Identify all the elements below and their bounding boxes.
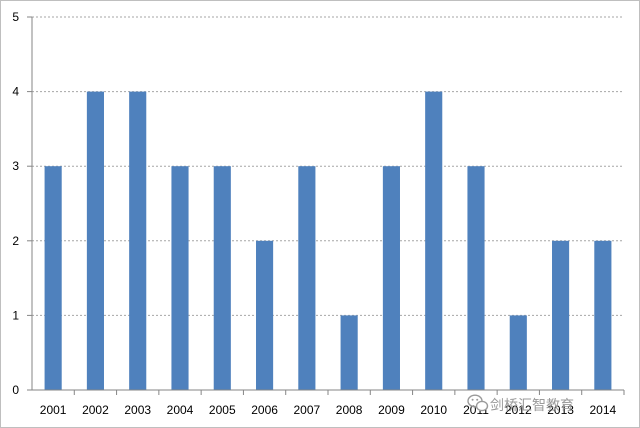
x-tick-labels: 2001 2002 2003 2004 2005 2006 2007 2008 2009 2010… bbox=[40, 403, 617, 417]
y-tick-label: 4 bbox=[12, 85, 19, 99]
x-tick-label: 2001 bbox=[40, 403, 67, 417]
x-tick-label: 2009 bbox=[378, 403, 405, 417]
y-tick-label: 3 bbox=[12, 159, 19, 173]
bar-2011 bbox=[467, 166, 485, 390]
bar-2004 bbox=[171, 166, 189, 390]
x-tick-label: 2005 bbox=[209, 403, 236, 417]
x-tick-label: 2004 bbox=[167, 403, 194, 417]
bar-2010 bbox=[425, 91, 443, 390]
bar-2001 bbox=[44, 166, 62, 390]
bar-2014 bbox=[594, 240, 612, 390]
y-tick-label: 1 bbox=[12, 308, 19, 322]
bar-2002 bbox=[86, 91, 104, 390]
bar-2012 bbox=[509, 315, 527, 390]
bar-2009 bbox=[382, 166, 400, 390]
x-tick-label: 2007 bbox=[294, 403, 321, 417]
wechat-icon bbox=[467, 394, 489, 412]
x-tick-label: 2006 bbox=[251, 403, 278, 417]
bar-2005 bbox=[213, 166, 231, 390]
x-tick-label: 2002 bbox=[82, 403, 109, 417]
x-tick-label: 2008 bbox=[336, 403, 363, 417]
bar-2006 bbox=[256, 240, 274, 390]
y-tick-label: 2 bbox=[12, 234, 19, 248]
x-tick-label: 2003 bbox=[124, 403, 151, 417]
x-tick-label: 2012 bbox=[505, 403, 532, 417]
watermark: 剑桥汇智教育 bbox=[467, 394, 574, 414]
y-tick-label: 5 bbox=[12, 10, 19, 24]
bar-2007 bbox=[298, 166, 316, 390]
watermark-text: 剑桥汇智教育 bbox=[490, 398, 574, 414]
bar-2003 bbox=[129, 91, 147, 390]
x-tick-label: 2014 bbox=[590, 403, 617, 417]
bars bbox=[44, 91, 612, 390]
y-tick-label: 0 bbox=[12, 383, 19, 397]
x-tick-label: 2013 bbox=[547, 403, 574, 417]
gridlines bbox=[32, 16, 624, 316]
bar-2013 bbox=[552, 240, 570, 390]
y-tick-labels: 0 1 2 3 4 5 bbox=[12, 10, 19, 397]
axes bbox=[27, 16, 625, 395]
x-tick-label: 2010 bbox=[420, 403, 447, 417]
bar-2008 bbox=[340, 315, 358, 390]
